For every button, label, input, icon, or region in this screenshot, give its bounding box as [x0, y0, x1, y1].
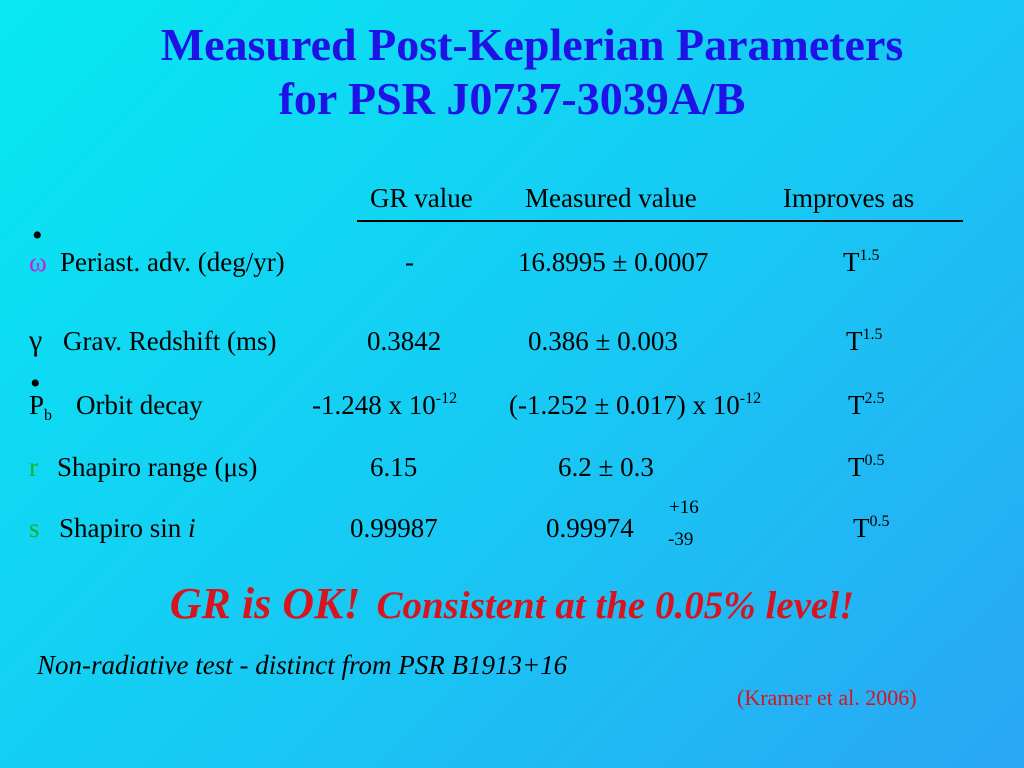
table-row-periastron: • ω Periast. adv. (deg/yr) - 16.8995 ± 0…: [0, 221, 1024, 296]
measured-plus-error: +16: [669, 497, 699, 518]
dot-mark: •: [30, 367, 41, 400]
s-symbol: s: [29, 513, 40, 543]
measured-value: 16.8995 ± 0.0007: [518, 247, 709, 277]
table-row-shapiro-shape: s Shapiro sin i 0.99987 0.99974 +16 -39 …: [0, 498, 1024, 562]
gr-value: 0.3842: [367, 326, 442, 356]
measured-value: 6.2 ± 0.3: [558, 452, 654, 482]
header-gr-value: GR value: [370, 183, 473, 213]
conclusion: GR is OK! Consistent at the 0.05% level!: [0, 578, 1024, 629]
gr-value: 0.99987: [350, 513, 438, 543]
header-measured-value: Measured value: [525, 183, 697, 213]
r-symbol: r: [29, 452, 38, 482]
conclusion-part-1: GR is OK!: [169, 579, 361, 628]
slide-title: Measured Post-Keplerian Parameters for P…: [0, 18, 1024, 126]
table-row-shapiro-range: r Shapiro range (μs) 6.15 6.2 ± 0.3 T0.5: [0, 451, 1024, 501]
dot-mark: •: [32, 219, 43, 252]
improves-as: T0.5: [848, 452, 885, 482]
title-line-1: Measured Post-Keplerian Parameters: [160, 19, 904, 70]
gr-value: 6.15: [370, 452, 418, 482]
omega-dot-symbol: • ω: [29, 221, 47, 278]
improves-as: T0.5: [853, 513, 890, 543]
row-label: Shapiro sin i: [59, 513, 196, 543]
gr-value: -1.248 x 10-12: [312, 390, 458, 420]
row-label: Shapiro range (μs): [57, 452, 258, 482]
row-label: Periast. adv. (deg/yr): [60, 247, 285, 277]
row-label: Orbit decay: [76, 390, 203, 420]
improves-as: T1.5: [846, 326, 883, 356]
gr-value: -: [405, 247, 414, 277]
improves-as: T2.5: [848, 390, 885, 420]
conclusion-part-2: Consistent at the 0.05% level!: [376, 584, 855, 627]
measured-value: (-1.252 ± 0.017) x 10-12: [509, 390, 762, 420]
header-improves-as: Improves as: [783, 183, 915, 213]
table-row-redshift: γ Grav. Redshift (ms) 0.3842 0.386 ± 0.0…: [0, 325, 1024, 375]
omega-symbol: ω: [29, 247, 47, 277]
improves-as: T1.5: [843, 247, 880, 277]
table-row-orbit-decay: • Pb Orbit decay -1.248 x 10-12 (-1.252 …: [0, 367, 1024, 439]
measured-minus-error: -39: [668, 529, 694, 550]
measured-value: 0.99974: [546, 513, 634, 543]
pb-dot-symbol: • Pb: [29, 367, 53, 424]
measured-value: 0.386 ± 0.003: [528, 326, 678, 356]
row-label: Grav. Redshift (ms): [63, 326, 277, 356]
citation: (Kramer et al. 2006): [737, 685, 917, 710]
header-underline: [357, 220, 963, 222]
title-line-2: for PSR J0737-3039A/B: [278, 73, 746, 124]
gamma-symbol: γ: [29, 324, 43, 357]
note: Non-radiative test - distinct from PSR B…: [37, 650, 568, 680]
